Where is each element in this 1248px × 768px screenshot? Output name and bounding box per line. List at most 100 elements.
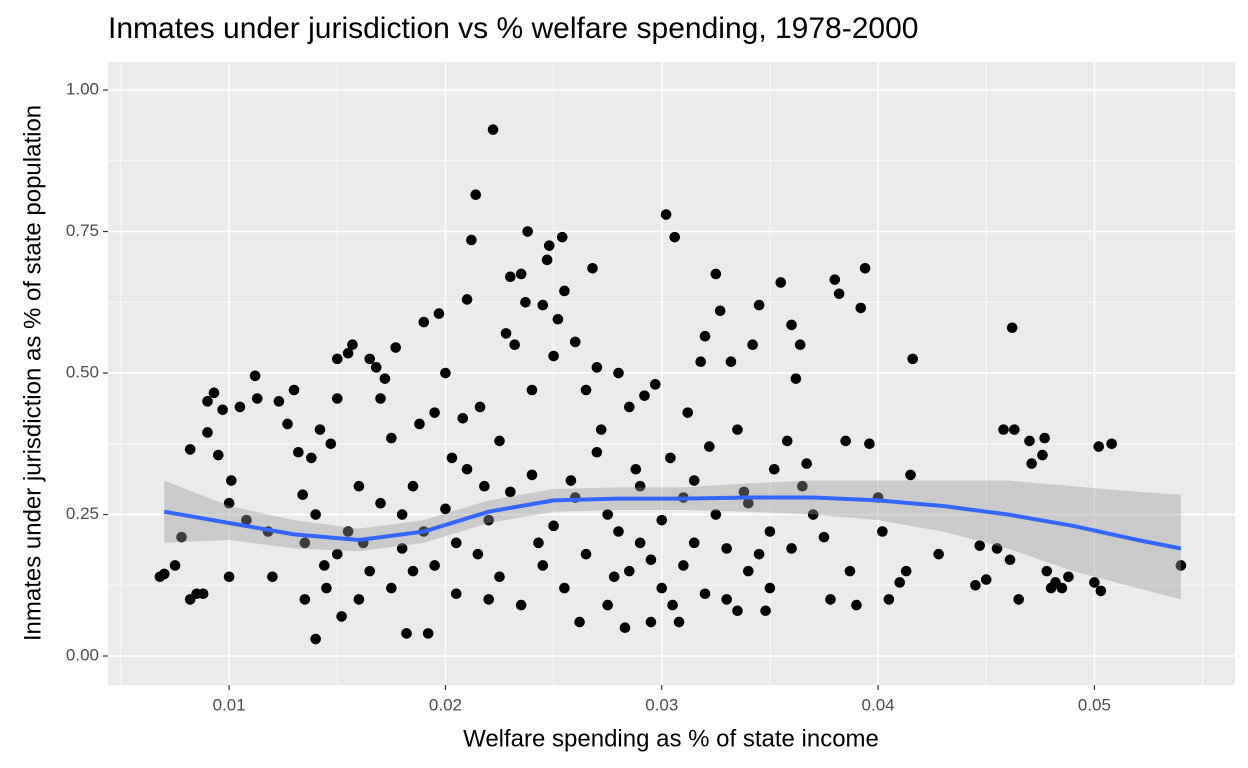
point: [1063, 571, 1074, 583]
point: [833, 288, 845, 300]
point: [619, 622, 631, 634]
point: [433, 308, 445, 319]
point: [688, 475, 700, 486]
point: [505, 486, 516, 498]
point: [197, 588, 209, 600]
point: [864, 438, 875, 450]
point: [470, 189, 482, 201]
point: [310, 509, 321, 520]
point: [466, 234, 477, 246]
point: [840, 435, 851, 447]
point: [407, 565, 419, 577]
point: [386, 432, 397, 444]
point: [974, 540, 986, 551]
point: [353, 594, 365, 605]
point: [753, 548, 765, 560]
point: [894, 577, 906, 588]
point: [624, 401, 635, 413]
point: [933, 548, 944, 560]
point: [595, 424, 607, 435]
x-tick-label: 0.02: [429, 695, 462, 714]
point: [169, 560, 181, 571]
point: [446, 452, 458, 464]
point: [738, 486, 750, 498]
point: [877, 526, 888, 537]
point: [217, 404, 228, 416]
point: [509, 339, 520, 351]
point: [1006, 322, 1018, 334]
point: [494, 435, 505, 447]
x-tick-label: 0.04: [862, 695, 895, 714]
point: [630, 463, 642, 475]
point: [505, 271, 516, 283]
confidence-band: [164, 480, 1181, 600]
point: [613, 367, 624, 379]
point: [580, 384, 592, 396]
point: [710, 509, 722, 520]
point: [537, 299, 549, 311]
point: [764, 526, 776, 537]
point: [673, 616, 685, 628]
point: [336, 611, 347, 622]
point: [282, 418, 293, 430]
point: [732, 605, 743, 617]
point: [223, 497, 235, 509]
point: [223, 571, 235, 583]
point: [299, 594, 311, 605]
y-tick-label: 0.25: [66, 504, 99, 523]
point: [418, 316, 430, 328]
point: [844, 565, 856, 577]
point: [634, 480, 646, 492]
point: [613, 526, 624, 537]
point: [760, 605, 771, 617]
point: [429, 560, 440, 571]
point: [500, 328, 512, 339]
point: [543, 240, 555, 251]
point: [390, 342, 401, 353]
point: [565, 475, 577, 486]
point: [587, 263, 598, 274]
point: [202, 396, 213, 407]
point: [1175, 560, 1187, 571]
point: [591, 362, 603, 373]
point: [699, 588, 711, 600]
point: [786, 543, 797, 554]
point: [1013, 594, 1024, 605]
point: [1041, 565, 1053, 577]
marks: [154, 124, 1187, 645]
point: [900, 565, 912, 577]
y-tick-label: 0.50: [66, 363, 99, 382]
point: [602, 509, 613, 520]
point: [660, 209, 672, 220]
point: [364, 353, 376, 365]
point: [1026, 458, 1037, 469]
point: [1004, 554, 1016, 566]
point: [414, 418, 425, 430]
point: [386, 582, 397, 594]
point: [202, 427, 213, 438]
point: [306, 452, 317, 464]
point: [364, 565, 376, 577]
point: [1056, 582, 1068, 594]
point: [273, 396, 285, 407]
point: [213, 449, 224, 461]
point: [429, 407, 440, 418]
point: [293, 446, 304, 458]
point: [401, 628, 412, 639]
point: [319, 560, 330, 571]
point: [818, 531, 830, 543]
point: [801, 458, 812, 469]
point: [574, 616, 585, 628]
point: [768, 463, 780, 475]
point: [742, 565, 754, 577]
point: [725, 356, 737, 367]
point: [552, 313, 564, 325]
point: [158, 568, 170, 580]
point: [704, 441, 715, 452]
point: [970, 579, 981, 591]
point: [825, 594, 836, 605]
point: [714, 305, 726, 317]
point: [556, 231, 568, 243]
point: [479, 480, 490, 492]
